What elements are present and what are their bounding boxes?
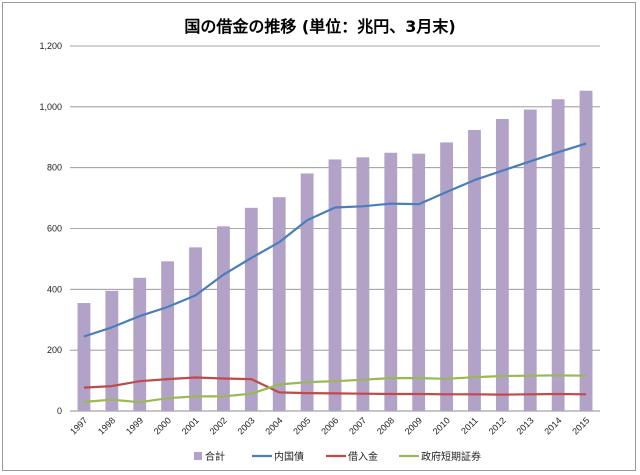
series-line-2	[83, 376, 587, 396]
x-tick-label: 2003	[235, 415, 256, 436]
legend-label: 借入金	[348, 450, 378, 463]
y-tick-label: 1,200	[39, 41, 62, 51]
bar-2004	[272, 197, 286, 411]
x-tick-label: 2012	[487, 415, 508, 436]
bar-2008	[384, 152, 398, 411]
x-tick-label: 2013	[514, 415, 535, 436]
bar-2010	[440, 142, 453, 411]
bar-2014	[551, 99, 565, 412]
bar-2001	[189, 247, 202, 411]
bar-1999	[133, 277, 147, 411]
bar-2015	[579, 90, 593, 412]
x-tick-label: 1998	[96, 415, 117, 436]
x-tick-label: 2015	[570, 415, 591, 436]
x-tick-label: 2006	[319, 415, 340, 436]
x-tick-label: 2001	[180, 415, 201, 436]
bar-2006	[328, 159, 342, 411]
bar-2007	[356, 157, 370, 411]
x-tick-label: 1997	[68, 415, 89, 436]
y-tick-label: 200	[47, 345, 62, 355]
bar-2009	[412, 153, 426, 412]
bar-2000	[161, 261, 175, 411]
bar-2003	[244, 207, 258, 411]
legend-label: 合計	[205, 450, 225, 463]
x-tick-label: 2002	[208, 415, 229, 436]
x-tick-label: 2011	[459, 415, 480, 436]
x-tick-label: 2007	[347, 415, 368, 436]
legend-swatch	[194, 452, 202, 460]
y-tick-label: 400	[47, 284, 62, 294]
x-tick-label: 2004	[263, 415, 284, 436]
legend-label: 政府短期証券	[421, 450, 481, 463]
bar-1997	[77, 303, 91, 411]
legend-label: 内国債	[274, 450, 304, 463]
bar-2013	[523, 109, 537, 411]
y-tick-label: 600	[47, 224, 62, 234]
x-tick-label: 2000	[152, 415, 173, 436]
x-tick-label: 1999	[124, 415, 145, 436]
x-tick-label: 2005	[291, 415, 312, 436]
bar-2005	[300, 173, 314, 411]
series-line-3	[83, 374, 587, 404]
bar-2002	[217, 226, 230, 411]
y-tick-label: 1,000	[39, 102, 62, 112]
x-tick-label: 2010	[431, 415, 452, 436]
bar-2011	[468, 129, 481, 411]
bar-1998	[105, 290, 119, 411]
y-tick-label: 0	[57, 406, 62, 416]
x-tick-label: 2014	[542, 415, 563, 436]
x-tick-label: 2008	[375, 415, 396, 436]
chart-title: 国の借金の推移 (単位：兆円、3月末)	[184, 17, 456, 36]
bar-2012	[495, 119, 509, 411]
x-tick-label: 2009	[403, 415, 424, 436]
series-line-1	[83, 142, 587, 338]
y-tick-label: 800	[47, 163, 62, 173]
